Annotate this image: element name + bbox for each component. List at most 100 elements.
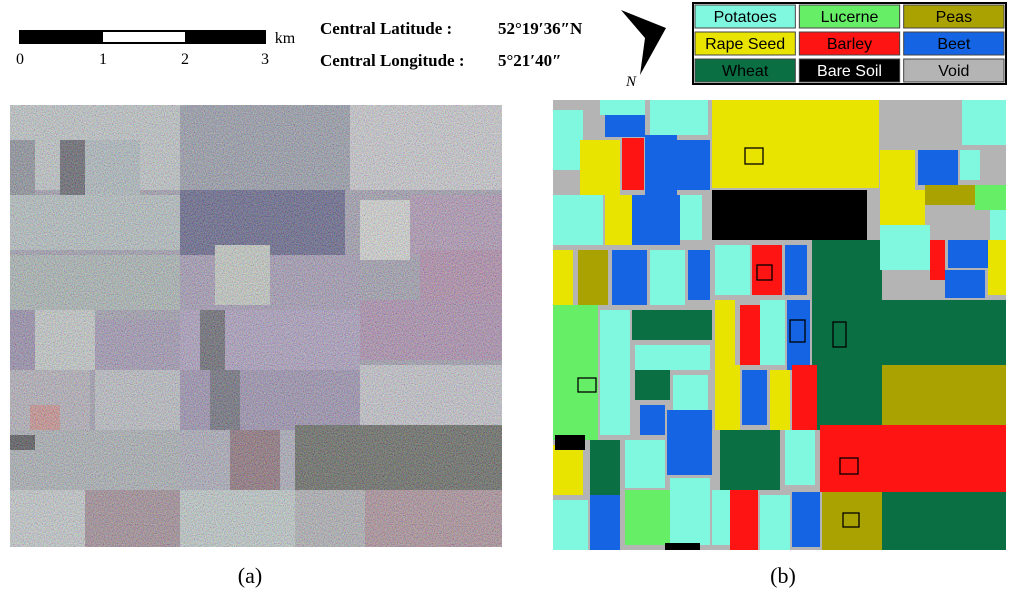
north-arrow [621, 10, 666, 75]
legend-swatch [798, 58, 901, 83]
legend-label: Barley [827, 36, 872, 53]
scale-unit: km [275, 30, 296, 47]
scale-segment [185, 31, 265, 43]
field [792, 365, 817, 430]
field [600, 375, 630, 435]
field [715, 300, 735, 365]
field [632, 310, 712, 340]
crop-map [553, 100, 1006, 550]
field [553, 250, 573, 305]
field [555, 435, 585, 450]
sample-box [789, 319, 806, 343]
field [712, 190, 867, 240]
scale-segment [20, 31, 103, 43]
field [612, 250, 647, 305]
longitude: 5°21′40″ [498, 51, 561, 70]
legend-swatch [694, 4, 796, 29]
field [688, 250, 710, 300]
field [880, 190, 925, 225]
field [632, 195, 680, 245]
field [580, 140, 620, 195]
sar-image [10, 105, 502, 547]
panel-label: (b) [770, 563, 796, 588]
legend-label: Lucerne [821, 9, 879, 26]
legend-label: Wheat [722, 63, 769, 80]
field [975, 185, 1006, 210]
field [930, 240, 945, 280]
panel-label: (a) [238, 563, 262, 588]
field [667, 410, 712, 475]
field [670, 478, 710, 545]
legend: Potatoes Lucerne Peas Rape Seed Barley Beet Wh… [692, 2, 1007, 85]
field [578, 250, 608, 305]
field [715, 245, 750, 295]
field [882, 365, 1006, 425]
field [673, 375, 708, 410]
field [988, 240, 1006, 295]
field [720, 430, 780, 490]
field [785, 430, 815, 485]
field [553, 500, 588, 550]
field [650, 100, 708, 135]
field [918, 150, 958, 185]
field [730, 490, 758, 550]
sample-box [756, 264, 773, 281]
field [680, 195, 702, 240]
field [605, 195, 633, 245]
field [553, 110, 583, 170]
field [822, 492, 882, 550]
field [553, 380, 598, 440]
legend-label: Void [938, 63, 969, 80]
field [600, 100, 645, 115]
legend-swatch [903, 58, 1005, 83]
sample-box [839, 457, 859, 475]
scale-label: 0 [16, 51, 24, 68]
field [948, 240, 988, 268]
field [712, 490, 730, 545]
field [742, 370, 767, 425]
field [880, 225, 930, 270]
field [590, 495, 620, 550]
field [770, 370, 790, 430]
field [712, 100, 879, 188]
field [882, 300, 1006, 365]
field [640, 405, 665, 435]
field [945, 270, 985, 298]
legend-label: Rape Seed [705, 36, 785, 53]
field [650, 250, 685, 305]
latitude-label: Central Latitude : [320, 19, 452, 38]
sample-box [832, 321, 847, 348]
field [882, 492, 1006, 550]
field [812, 240, 882, 430]
field [625, 440, 665, 488]
legend-label: Beet [937, 36, 970, 53]
scale-label: 3 [261, 51, 269, 68]
field [625, 490, 670, 545]
legend-label: Peas [936, 9, 972, 26]
field [760, 495, 790, 550]
legend-swatch [694, 31, 796, 56]
field [665, 543, 700, 550]
field [880, 150, 915, 190]
latitude: 52°19′36″N [498, 19, 583, 38]
legend-label: Potatoes [714, 9, 777, 26]
sample-box [577, 377, 597, 393]
field [785, 245, 807, 295]
speckle [10, 105, 502, 547]
field [635, 370, 670, 400]
field [600, 310, 630, 375]
field [635, 345, 710, 370]
legend-swatch [903, 4, 1005, 29]
field [665, 140, 710, 190]
field [553, 305, 598, 380]
legend-frame [692, 2, 1007, 85]
field [622, 138, 644, 190]
scale-label: 1 [99, 51, 107, 68]
scale-label: 2 [181, 51, 189, 68]
field [990, 210, 1006, 240]
field [715, 365, 740, 430]
sample-box [744, 147, 764, 165]
legend-swatch [694, 58, 796, 83]
field [605, 115, 645, 137]
